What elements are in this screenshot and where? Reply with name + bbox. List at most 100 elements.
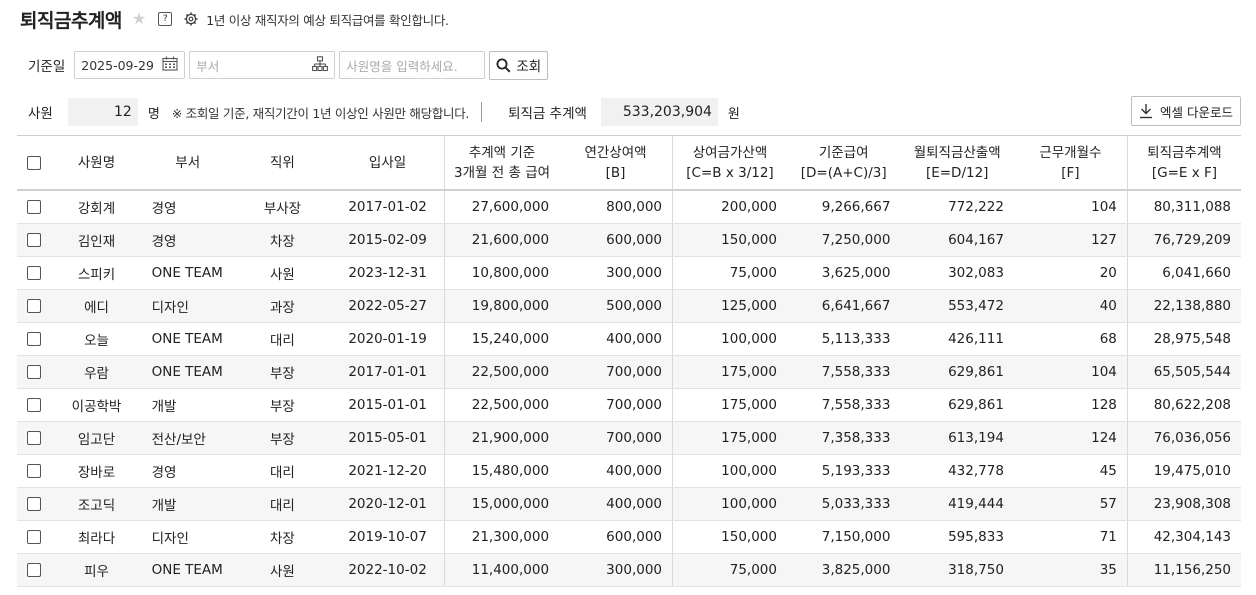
gear-icon[interactable]: [184, 12, 198, 26]
header-bonus-line1: 연간상여액: [584, 144, 647, 161]
row-bonus-add-cell: 75,000: [671, 256, 787, 290]
row-position-cell: 대리: [233, 322, 332, 356]
row-monthly-cell: 604,167: [900, 223, 1014, 257]
row-std-pay-cell: 5,113,333: [786, 322, 901, 356]
row-checkbox[interactable]: [27, 266, 42, 280]
row-checkbox[interactable]: [27, 563, 42, 577]
header-position[interactable]: 직위: [233, 135, 332, 191]
row-checkbox-cell: [17, 223, 52, 257]
title-bar: 퇴직금추계액 ★ ? 1년 이상 재직자의 예상 퇴직급여를 확인합니다.: [20, 6, 449, 32]
row-bonus-cell: 600,000: [559, 520, 673, 554]
row-dept-cell: ONE TEAM: [141, 553, 234, 587]
employee-name-input[interactable]: 사원명을 입력하세요.: [339, 51, 486, 79]
dept-input[interactable]: 부서: [189, 51, 336, 79]
table-header-row: 사원명 부서 직위 입사일 추계액 기준 3개월 전 총 급여 연간상여액 [B…: [17, 135, 1241, 191]
table-row[interactable]: 에디 디자인 과장 2022-05-27 19,800,000 500,000 125,00…: [17, 289, 1241, 323]
row-hire-date-cell: 2020-01-19: [331, 322, 445, 356]
row-checkbox[interactable]: [27, 365, 42, 379]
header-name[interactable]: 사원명: [51, 135, 142, 191]
row-monthly-cell: 553,472: [900, 289, 1014, 323]
row-checkbox[interactable]: [27, 497, 42, 511]
row-checkbox[interactable]: [27, 530, 42, 544]
row-checkbox-cell: [17, 454, 52, 488]
table-row[interactable]: 피우 ONE TEAM 사원 2022-10-02 11,400,000 300,000 7…: [17, 553, 1241, 587]
base-date-input[interactable]: 2025-09-29: [74, 51, 186, 79]
table-row[interactable]: 이공학박 개발 부장 2015-01-01 22,500,000 700,000 175,0…: [17, 388, 1241, 422]
help-icon[interactable]: ?: [158, 12, 173, 26]
row-std-pay-cell: 5,033,333: [786, 487, 901, 521]
row-name-cell: 최라다: [51, 520, 142, 554]
table-row[interactable]: 장바로 경영 대리 2021-12-20 15,480,000 400,000 100,00…: [17, 454, 1241, 488]
row-monthly-cell: 318,750: [900, 553, 1014, 587]
table-row[interactable]: 임고단 전산/보안 부장 2015-05-01 21,900,000 700,000 175…: [17, 421, 1241, 455]
row-months-cell: 45: [1013, 454, 1128, 488]
table-row[interactable]: 최라다 디자인 차장 2019-10-07 21,300,000 600,000 150,0…: [17, 520, 1241, 554]
header-monthly[interactable]: 월퇴직금산출액 [E=D/12]: [900, 135, 1014, 191]
dept-placeholder: 부서: [196, 58, 220, 74]
row-std-pay-cell: 7,250,000: [786, 223, 901, 257]
page-description: 1년 이상 재직자의 예상 퇴직급여를 확인합니다.: [206, 12, 449, 28]
table-row[interactable]: 조고딕 개발 대리 2020-12-01 15,000,000 400,000 100,00…: [17, 487, 1241, 521]
table-row[interactable]: 김인재 경영 차장 2015-02-09 21,600,000 600,000 150,00…: [17, 223, 1241, 257]
row-base-pay-cell: 22,500,000: [444, 388, 560, 422]
row-hire-date-cell: 2022-10-02: [331, 553, 445, 587]
row-std-pay-cell: 7,150,000: [786, 520, 901, 554]
header-std-pay[interactable]: 기준급여 [D=(A+C)/3]: [786, 135, 901, 191]
header-hire-date[interactable]: 입사일: [331, 135, 445, 191]
row-bonus-add-cell: 100,000: [671, 454, 787, 488]
header-months[interactable]: 근무개월수 [F]: [1013, 135, 1128, 191]
row-checkbox[interactable]: [27, 332, 42, 346]
row-estimate-cell: 11,156,250: [1126, 553, 1241, 587]
row-monthly-cell: 629,861: [900, 388, 1014, 422]
row-dept-cell: 경영: [141, 190, 234, 224]
row-name-cell: 임고단: [51, 421, 142, 455]
row-checkbox[interactable]: [27, 233, 42, 247]
row-checkbox[interactable]: [27, 398, 42, 412]
summary-row: 사원 12 명 ※ 조회일 기준, 재직기간이 1년 이상인 사원만 해당합니다…: [28, 96, 1241, 127]
header-estimate[interactable]: 퇴직금추계액 [G=E x F]: [1126, 135, 1241, 191]
table-row[interactable]: 스피키 ONE TEAM 사원 2023-12-31 10,800,000 300,000…: [17, 256, 1241, 290]
row-checkbox-cell: [17, 190, 52, 224]
row-bonus-cell: 400,000: [559, 322, 673, 356]
row-months-cell: 40: [1013, 289, 1128, 323]
table-row[interactable]: 강회계 경영 부사장 2017-01-02 27,600,000 800,000 200,0…: [17, 190, 1241, 224]
filter-row: 기준일 2025-09-29 부서: [28, 50, 549, 80]
row-bonus-add-cell: 75,000: [671, 553, 787, 587]
row-checkbox[interactable]: [27, 200, 42, 214]
header-bonus[interactable]: 연간상여액 [B]: [559, 135, 673, 191]
row-checkbox-cell: [17, 553, 52, 587]
row-months-cell: 71: [1013, 520, 1128, 554]
row-bonus-cell: 700,000: [559, 421, 673, 455]
employee-count-label: 사원: [28, 106, 53, 122]
header-bonus-add-line1: 상여금가산액: [692, 144, 768, 161]
row-bonus-cell: 400,000: [559, 454, 673, 488]
row-months-cell: 57: [1013, 487, 1128, 521]
org-chart-icon[interactable]: [312, 55, 329, 75]
table-row[interactable]: 우람 ONE TEAM 부장 2017-01-01 22,500,000 700,000 1…: [17, 355, 1241, 389]
row-checkbox[interactable]: [27, 464, 42, 478]
select-all-checkbox[interactable]: [27, 155, 42, 170]
excel-download-button[interactable]: 엑셀 다운로드: [1131, 96, 1241, 126]
row-estimate-cell: 42,304,143: [1126, 520, 1241, 554]
header-base-pay[interactable]: 추계액 기준 3개월 전 총 급여: [444, 135, 560, 191]
row-name-cell: 이공학박: [51, 388, 142, 422]
row-hire-date-cell: 2022-05-27: [331, 289, 445, 323]
row-bonus-cell: 400,000: [559, 487, 673, 521]
total-estimate-value: 533,203,904: [600, 98, 718, 126]
search-button[interactable]: 조회: [489, 50, 549, 80]
header-dept[interactable]: 부서: [141, 135, 234, 191]
row-estimate-cell: 80,622,208: [1126, 388, 1241, 422]
row-checkbox[interactable]: [27, 431, 42, 445]
row-estimate-cell: 28,975,548: [1126, 322, 1241, 356]
header-bonus-add[interactable]: 상여금가산액 [C=B x 3/12]: [671, 135, 787, 191]
table-row[interactable]: 오늘 ONE TEAM 대리 2020-01-19 15,240,000 400,000 1…: [17, 322, 1241, 356]
row-position-cell: 차장: [233, 520, 332, 554]
row-checkbox-cell: [17, 421, 52, 455]
row-checkbox[interactable]: [27, 299, 42, 313]
row-hire-date-cell: 2017-01-02: [331, 190, 445, 224]
star-icon[interactable]: ★: [131, 9, 147, 28]
calendar-icon[interactable]: [162, 56, 178, 74]
row-bonus-cell: 700,000: [559, 388, 673, 422]
row-hire-date-cell: 2021-12-20: [331, 454, 445, 488]
header-monthly-line2: [E=D/12]: [925, 164, 989, 181]
